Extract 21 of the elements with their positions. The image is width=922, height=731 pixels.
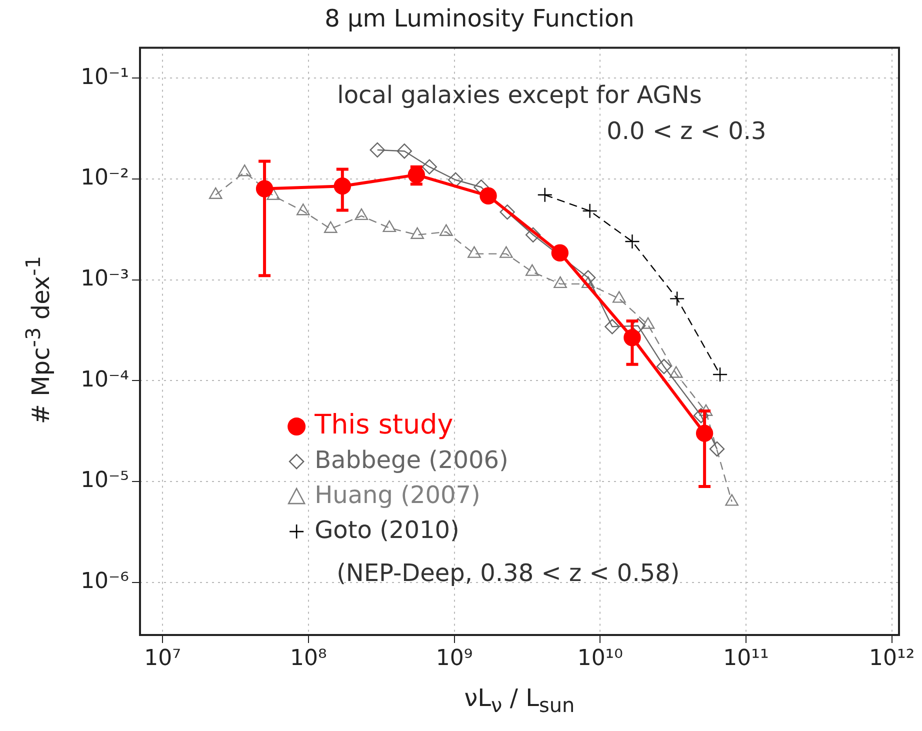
x-tick-label: 10¹¹ [723,646,769,671]
legend-label: This study [314,410,454,441]
x-tick-label: 10⁹ [436,646,473,671]
legend-label: Goto (2010) [314,516,460,544]
x-tick-label: 10¹⁰ [577,646,624,671]
y-tick-label: 10⁻⁴ [80,367,130,392]
y-tick-label: 10⁻³ [80,266,129,292]
annotation: (NEP-Deep, 0.38 < z < 0.58) [336,558,680,587]
y-tick-label: 10⁻¹ [80,64,129,90]
annotation: 0.0 < z < 0.3 [606,117,766,146]
y-tick-label: 10⁻⁵ [80,468,129,494]
legend-label: Babbege (2006) [314,446,508,474]
x-axis-title: νL$_{ν}$ / L$_{sun}$ [463,684,576,717]
annotation: local galaxies except for AGNs [337,80,702,109]
x-tick-label: 10¹² [869,646,915,671]
legend-label: Huang (2007) [314,480,480,509]
x-tick-label: 10⁸ [290,646,328,671]
y-tick-label: 10⁻² [80,166,129,191]
x-tick-label: 10⁷ [144,646,182,671]
chart-title: 8 μm Luminosity Function [324,4,634,33]
y-tick-label: 10⁻⁶ [80,569,130,594]
